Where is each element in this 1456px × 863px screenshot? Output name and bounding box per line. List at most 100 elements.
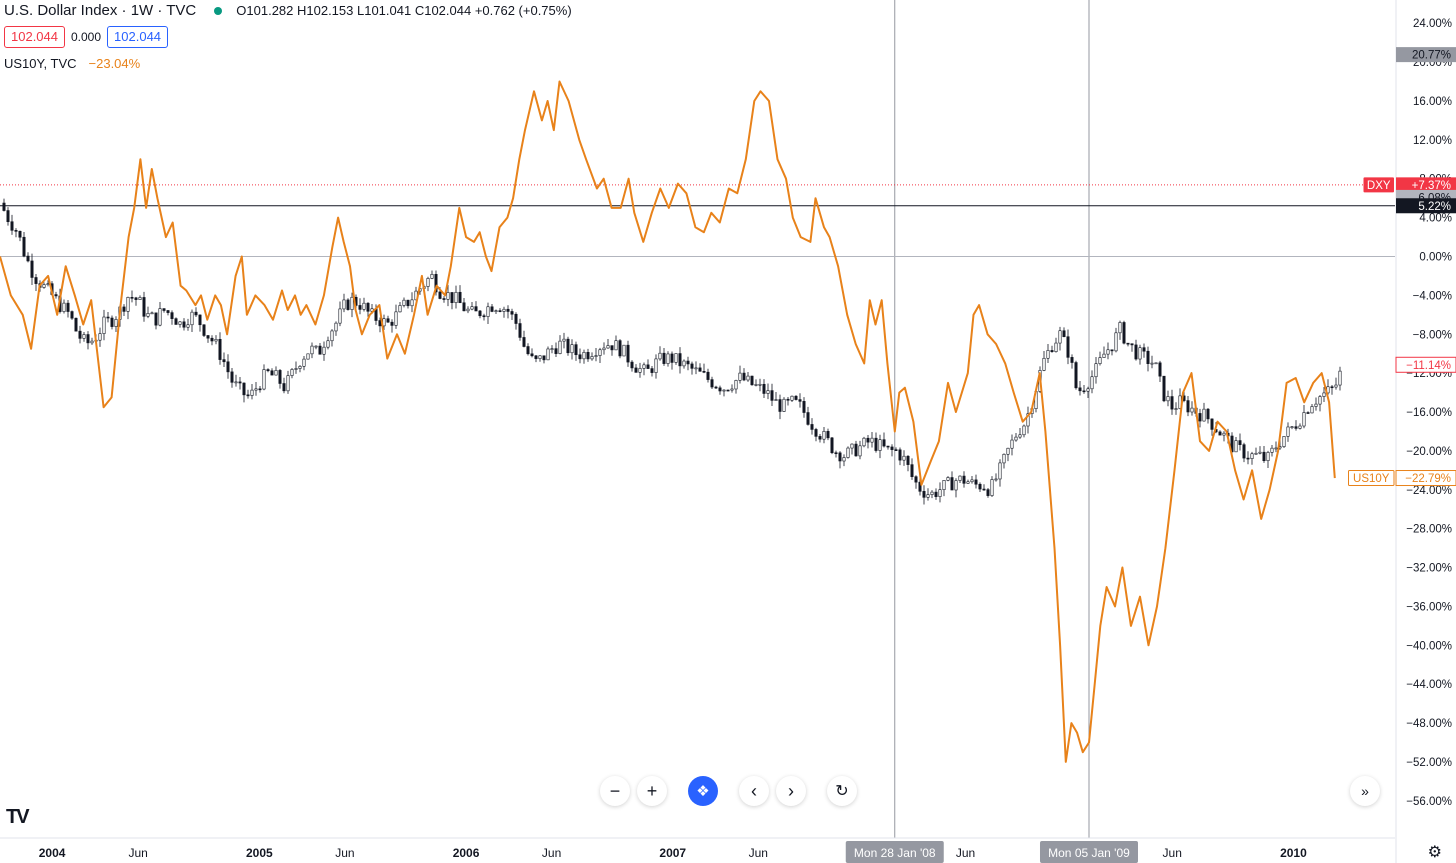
dxy-candle <box>1090 376 1094 390</box>
dxy-candle <box>790 395 794 401</box>
dxy-candle <box>1058 330 1062 344</box>
scroll-right-button[interactable]: › <box>776 776 806 806</box>
time-tick-label: Jun <box>542 846 561 860</box>
dxy-candle <box>1002 453 1006 464</box>
series-tag <box>1363 177 1394 193</box>
dxy-candle <box>282 383 286 392</box>
symbol-title[interactable]: U.S. Dollar Index · 1W · TVC <box>4 2 197 19</box>
dxy-candle <box>366 302 370 312</box>
price-tick-label: −20.00% <box>1406 446 1452 458</box>
dxy-candle <box>714 386 718 389</box>
dxy-candle <box>1334 384 1338 388</box>
dxy-candle <box>910 464 914 477</box>
dxy-candle <box>954 480 958 491</box>
dxy-candle <box>986 489 990 496</box>
compare-symbol[interactable]: US10Y, TVC <box>4 56 77 71</box>
price-tick-label: −32.00% <box>1406 563 1452 575</box>
buy-price-box[interactable]: 102.044 <box>107 26 169 48</box>
dxy-candle <box>1270 447 1274 453</box>
dxy-candle <box>482 315 486 318</box>
dxy-candle <box>346 299 350 310</box>
dxy-candle <box>358 305 362 310</box>
dxy-candle <box>498 310 502 312</box>
dxy-candle <box>322 346 326 355</box>
dxy-candle <box>106 316 110 319</box>
sell-price-box[interactable]: 102.044 <box>4 26 65 48</box>
tradingview-logo[interactable]: TV <box>6 806 30 828</box>
chart-reference-lines <box>0 0 1395 838</box>
dxy-candle <box>914 476 918 483</box>
reset-scale-button[interactable]: ❖ <box>688 776 718 806</box>
time-tick-label: 2006 <box>453 846 480 860</box>
gear-icon[interactable]: ⚙ <box>1427 844 1442 861</box>
dxy-candle <box>902 455 906 461</box>
dxy-candle <box>666 353 670 364</box>
price-badge-label: −11.14% <box>1406 360 1451 372</box>
dxy-candle <box>302 358 306 367</box>
dxy-candle <box>994 478 998 481</box>
dxy-candle <box>646 364 650 369</box>
spread-value: 0.000 <box>71 30 102 44</box>
dxy-candle <box>62 302 66 312</box>
dxy-candle <box>462 302 466 312</box>
dxy-candle <box>450 292 454 303</box>
dxy-candle <box>1162 375 1166 402</box>
dxy-candle <box>1186 400 1190 413</box>
dxy-candle <box>186 324 190 328</box>
dxy-candle <box>506 308 510 312</box>
dxy-candle <box>338 308 342 324</box>
dxy-candle <box>522 337 526 347</box>
dxy-candle <box>258 388 262 391</box>
dxy-candle <box>546 348 550 361</box>
dxy-candle <box>534 355 538 359</box>
dxy-candle <box>898 449 902 461</box>
dxy-candle <box>22 236 26 257</box>
dxy-candle <box>1174 408 1178 410</box>
dxy-candle <box>966 481 970 484</box>
dxy-candle <box>470 306 474 310</box>
dxy-candle <box>1242 444 1246 459</box>
dxy-candle <box>518 323 522 338</box>
dxy-candle <box>170 312 174 319</box>
dxy-candle <box>1166 396 1170 402</box>
reload-button[interactable]: ↻ <box>827 776 857 806</box>
dxy-candle <box>538 355 542 359</box>
dxy-candle <box>1082 390 1086 393</box>
dxy-candle <box>386 318 390 323</box>
dxy-candle <box>114 319 118 327</box>
dxy-candle <box>918 481 922 492</box>
zoom-out-button[interactable]: − <box>600 776 630 806</box>
dxy-candle <box>42 284 46 288</box>
dxy-candle <box>690 363 694 369</box>
time-tick-label: 2007 <box>659 846 686 860</box>
dxy-candle <box>1322 392 1326 397</box>
price-badge <box>1396 198 1456 214</box>
chevron-left-icon: ‹ <box>751 780 757 801</box>
price-badge <box>1395 470 1456 487</box>
dxy-candle <box>602 347 606 351</box>
dxy-candle <box>682 360 686 367</box>
dxy-candle <box>958 475 962 481</box>
scroll-to-realtime-button[interactable]: » <box>1350 776 1380 806</box>
dxy-candle <box>730 388 734 391</box>
dxy-candle <box>510 311 514 315</box>
dxy-candle <box>242 382 246 396</box>
scroll-left-button[interactable]: ‹ <box>739 776 769 806</box>
dxy-candle <box>334 322 338 332</box>
dxy-candle <box>310 345 314 355</box>
dxy-candle <box>178 321 182 325</box>
dxy-candle <box>930 491 934 495</box>
dxy-candle <box>1138 347 1142 360</box>
price-axis[interactable]: 24.00%20.00%16.00%12.00%8.00%4.00%0.00%−… <box>1348 0 1456 863</box>
dxy-candle <box>154 312 158 326</box>
dxy-candle <box>350 296 354 310</box>
dxy-candle <box>870 437 874 443</box>
time-axis[interactable]: 2004 Jun 2005 Jun 2006 Jun 2007 Jun Jun Jun 2010 Mo… <box>0 837 1395 863</box>
dxy-candle <box>150 312 154 315</box>
dxy-candle <box>1266 452 1270 462</box>
zoom-in-button[interactable]: + <box>637 776 667 806</box>
price-badge <box>1396 47 1456 63</box>
dxy-candle <box>802 401 806 413</box>
time-cursor-badge <box>1039 841 1138 863</box>
